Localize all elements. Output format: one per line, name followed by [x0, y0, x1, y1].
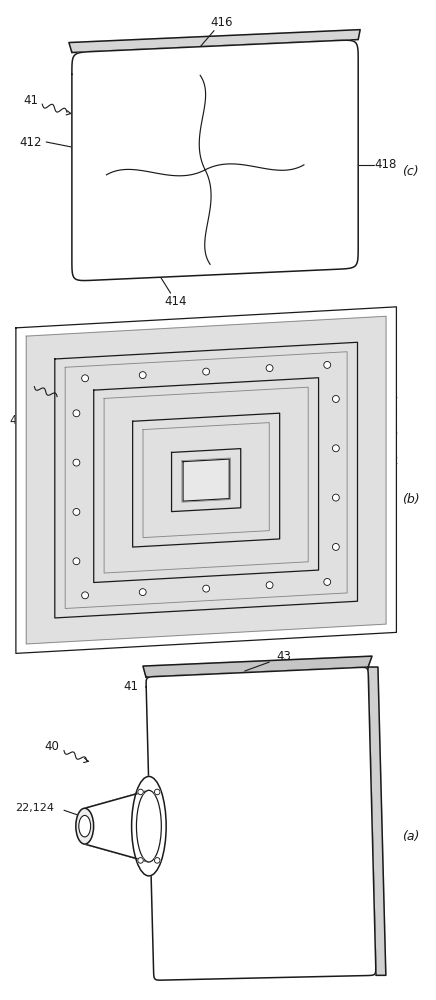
Polygon shape: [350, 349, 360, 595]
Text: 412: 412: [19, 135, 42, 148]
Circle shape: [203, 368, 210, 375]
Polygon shape: [94, 378, 319, 582]
Polygon shape: [143, 656, 372, 677]
Polygon shape: [183, 459, 229, 501]
Polygon shape: [182, 458, 230, 502]
Text: 4222: 4222: [368, 372, 398, 385]
Text: 4224: 4224: [368, 390, 398, 403]
Text: 41: 41: [23, 94, 38, 107]
Text: 40: 40: [45, 740, 60, 753]
Circle shape: [139, 589, 146, 596]
Text: 424: 424: [9, 414, 32, 427]
Text: (c): (c): [402, 165, 419, 178]
Circle shape: [82, 375, 89, 382]
Text: 4226: 4226: [368, 426, 398, 439]
Circle shape: [332, 395, 339, 402]
Circle shape: [82, 592, 89, 599]
Text: 42: 42: [17, 376, 32, 389]
Circle shape: [324, 578, 330, 585]
Circle shape: [73, 459, 80, 466]
Polygon shape: [16, 307, 396, 653]
Text: 418: 418: [375, 158, 397, 171]
Polygon shape: [368, 667, 386, 975]
Ellipse shape: [76, 808, 94, 844]
Polygon shape: [55, 342, 358, 618]
Circle shape: [203, 585, 210, 592]
Polygon shape: [65, 352, 347, 608]
Ellipse shape: [136, 790, 161, 862]
Circle shape: [332, 494, 339, 501]
Text: 426: 426: [58, 332, 80, 345]
Polygon shape: [85, 790, 149, 862]
Ellipse shape: [79, 815, 91, 837]
Polygon shape: [104, 387, 308, 573]
Polygon shape: [171, 449, 241, 512]
Circle shape: [266, 365, 273, 372]
Polygon shape: [59, 337, 352, 365]
Circle shape: [266, 582, 273, 589]
Circle shape: [154, 858, 160, 863]
Text: 4228: 4228: [368, 408, 398, 421]
Text: 422: 422: [376, 454, 399, 467]
Polygon shape: [143, 423, 269, 538]
Circle shape: [154, 789, 160, 795]
Circle shape: [138, 789, 143, 795]
Circle shape: [138, 858, 143, 863]
Circle shape: [324, 361, 330, 368]
Circle shape: [332, 543, 339, 550]
Text: (b): (b): [402, 493, 419, 506]
Circle shape: [73, 558, 80, 565]
Polygon shape: [62, 349, 350, 611]
Text: 22,124: 22,124: [15, 803, 54, 813]
Text: 41: 41: [124, 680, 139, 693]
Circle shape: [139, 372, 146, 379]
Ellipse shape: [132, 776, 166, 876]
Circle shape: [73, 508, 80, 515]
Polygon shape: [146, 667, 376, 980]
Text: 416: 416: [211, 16, 233, 29]
Circle shape: [332, 445, 339, 452]
Circle shape: [73, 410, 80, 417]
Polygon shape: [69, 30, 360, 52]
Text: 43: 43: [277, 650, 292, 663]
Text: 414: 414: [164, 295, 187, 308]
Polygon shape: [133, 413, 279, 547]
Polygon shape: [72, 40, 358, 281]
Polygon shape: [26, 316, 386, 644]
Text: (a): (a): [402, 830, 419, 843]
